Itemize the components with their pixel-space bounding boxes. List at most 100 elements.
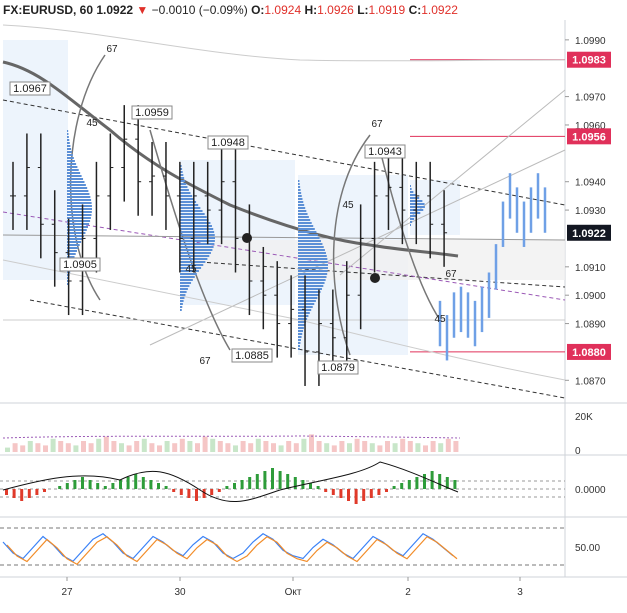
- oscillator-bar: [271, 468, 274, 489]
- volume-profile-bar: [298, 252, 326, 254]
- volume-profile-bar: [67, 199, 92, 201]
- oscillator-bar: [331, 489, 335, 495]
- oscillator-tick: 0.0000: [575, 485, 606, 496]
- volume-profile-bar: [67, 229, 87, 231]
- volume-profile-bar: [67, 169, 79, 171]
- price-annotation-box: [317, 360, 359, 375]
- oscillator-bar: [27, 489, 31, 498]
- trend-line: [339, 89, 566, 276]
- volume-profile-bar: [180, 297, 185, 299]
- volume-profile-bar: [298, 213, 308, 215]
- y-tick-label: 1.0960: [575, 121, 606, 132]
- oscillator-bar: [225, 486, 229, 489]
- oscillator-bar: [309, 483, 312, 489]
- volume-profile-bar: [298, 300, 316, 302]
- change-value: −0.0010 (−0.09%): [151, 3, 248, 17]
- volume-profile-bar: [67, 193, 90, 195]
- volume-profile-bar: [180, 291, 187, 293]
- x-tick-label: 2: [405, 587, 411, 598]
- fib-label: 45: [86, 118, 98, 129]
- volume-profile-bar: [298, 279, 326, 281]
- volume-profile-bar: [298, 291, 321, 293]
- volume-bar: [88, 443, 94, 452]
- volume-profile-bar: [180, 264, 204, 266]
- volume-profile-bar: [180, 306, 183, 308]
- oscillator-bar: [12, 489, 16, 498]
- volume-profile-bar: [298, 345, 300, 347]
- volume-profile-bar: [180, 213, 205, 215]
- volume-profile-bar: [298, 342, 301, 344]
- volume-profile-bar: [67, 220, 91, 222]
- symbol-header: FX:EURUSD, 60 1.0922 ▼ −0.0010 (−0.09%) …: [3, 3, 458, 17]
- volume-profile-bar: [67, 211, 92, 213]
- volume-profile-bar: [180, 270, 199, 272]
- volume-profile-bar: [298, 303, 315, 305]
- oscillator-bar: [240, 480, 244, 489]
- volume-bar: [12, 443, 18, 452]
- volume-profile-bar: [298, 288, 322, 290]
- volume-bar: [301, 438, 307, 452]
- volume-bar: [453, 441, 459, 452]
- volume-profile-bar: [298, 348, 300, 350]
- volume-profile-bar: [298, 255, 327, 257]
- volume-profile-bar: [298, 249, 325, 251]
- volume-bar: [111, 441, 117, 452]
- volume-profile-bar: [180, 183, 187, 185]
- volume-profile-bar: [298, 204, 305, 206]
- volume-profile-bar: [298, 219, 311, 221]
- volume-bar: [73, 445, 79, 452]
- volume-profile-bar: [298, 246, 324, 248]
- volume-profile-bar: [180, 267, 202, 269]
- volume-profile-bar: [298, 327, 304, 329]
- volume-bar: [271, 443, 276, 452]
- volume-ma-line: [2, 435, 461, 439]
- oscillator-bar: [263, 471, 267, 489]
- oscillator-bar: [58, 486, 62, 489]
- volume-bar: [225, 443, 231, 452]
- volume-profile-bar: [298, 330, 304, 332]
- volume-profile-bar: [180, 279, 193, 281]
- volume-profile-bar: [67, 136, 69, 138]
- price-annotation-box: [59, 257, 101, 272]
- price-tag-box: [567, 51, 611, 68]
- volume-bar: [415, 443, 421, 452]
- volume-profile-bar: [67, 247, 79, 249]
- volume-profile-bar: [298, 210, 307, 212]
- fib-label: 67: [199, 356, 211, 367]
- volume-profile-bar: [298, 198, 303, 200]
- oscillator-bar: [195, 489, 198, 501]
- volume-profile-bar: [298, 222, 312, 224]
- volume-profile-bar: [298, 228, 315, 230]
- price-annotation-box: [131, 105, 173, 120]
- stochastic-k-line: [2, 532, 454, 563]
- fib-label: 45: [342, 200, 354, 211]
- volume-profile-bar: [67, 283, 69, 285]
- oscillator-bar: [187, 489, 191, 498]
- volume-profile-bar: [180, 243, 215, 245]
- volume-profile-bar: [180, 303, 183, 305]
- oscillator-bar: [179, 489, 183, 495]
- pivot-dot: [370, 273, 380, 283]
- volume-profile-bar: [298, 243, 323, 245]
- volume-profile-bar: [180, 189, 189, 191]
- volume-bar: [149, 443, 155, 452]
- volume-bar: [134, 441, 140, 452]
- volume-profile-bar: [298, 282, 325, 284]
- volume-profile-bar: [180, 276, 195, 278]
- trend-line: [2, 99, 566, 206]
- oscillator-bar: [377, 489, 381, 495]
- volume-profile-bar: [298, 267, 328, 269]
- volume-bar: [233, 445, 238, 452]
- high-value: 1.0926: [317, 3, 354, 17]
- volume-profile-bar: [67, 196, 91, 198]
- volume-bar: [354, 438, 360, 452]
- volume-profile-bar: [298, 324, 305, 326]
- volume-profile-bar: [67, 151, 72, 153]
- oscillator-bar: [278, 471, 282, 489]
- volume-profile-bar: [410, 203, 425, 205]
- symbol-label: FX:EURUSD, 60: [3, 3, 94, 17]
- volume-bar: [81, 441, 86, 452]
- fib-label: 67: [106, 44, 118, 55]
